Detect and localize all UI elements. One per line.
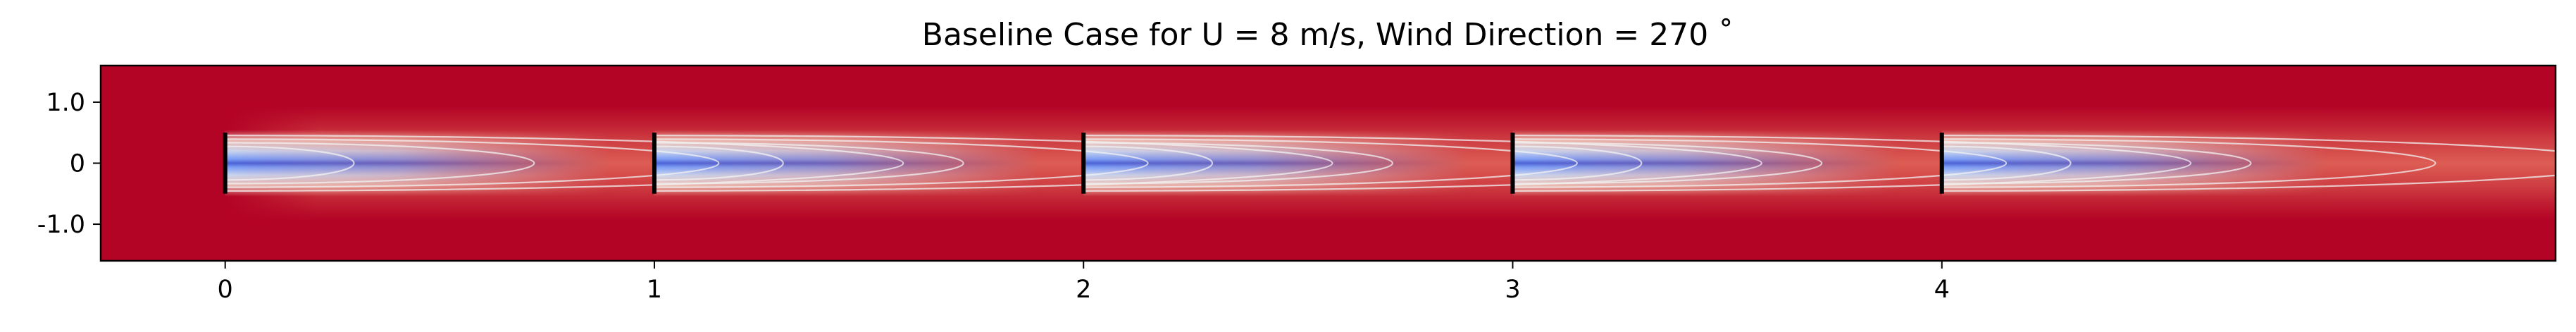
plot-area (101, 66, 2556, 261)
contour-line (654, 138, 1149, 188)
contours-layer (225, 135, 2556, 192)
contour-line (654, 135, 1333, 192)
contour-line (225, 142, 535, 185)
contour-line (1941, 145, 2072, 181)
contour-line (1512, 135, 2192, 192)
contour-line (225, 135, 904, 192)
y-tick-label: 1.0 (46, 89, 85, 117)
y-tick-label: 0 (70, 150, 85, 178)
contour-line (654, 145, 784, 181)
y-axis: 1.0 0 -1.0 (37, 89, 101, 239)
contour-line (1941, 142, 2252, 185)
chart-title: Baseline Case for U = 8 m/s, Wind Direct… (922, 17, 1734, 53)
contour-line (1941, 135, 2556, 192)
contour-line (225, 138, 720, 188)
x-tick-label: 1 (647, 276, 662, 304)
contour-line (1083, 145, 1214, 181)
contour-line (1083, 142, 1393, 185)
x-tick-label: 0 (218, 276, 233, 304)
x-tick-label: 3 (1505, 276, 1520, 304)
turbines-layer (223, 133, 1944, 194)
y-tick-label: -1.0 (37, 211, 85, 239)
contour-line (1512, 138, 2008, 188)
x-axis: 0 1 2 3 4 (218, 261, 1950, 304)
contour-line (1512, 145, 1643, 181)
contour-line (1512, 142, 1823, 185)
contour-line (1083, 135, 1762, 192)
contour-line (1083, 138, 1578, 188)
contour-line (225, 145, 355, 181)
x-tick-label: 4 (1934, 276, 1950, 304)
x-tick-label: 2 (1076, 276, 1091, 304)
contour-line (1941, 138, 2437, 188)
contour-line (654, 142, 964, 185)
